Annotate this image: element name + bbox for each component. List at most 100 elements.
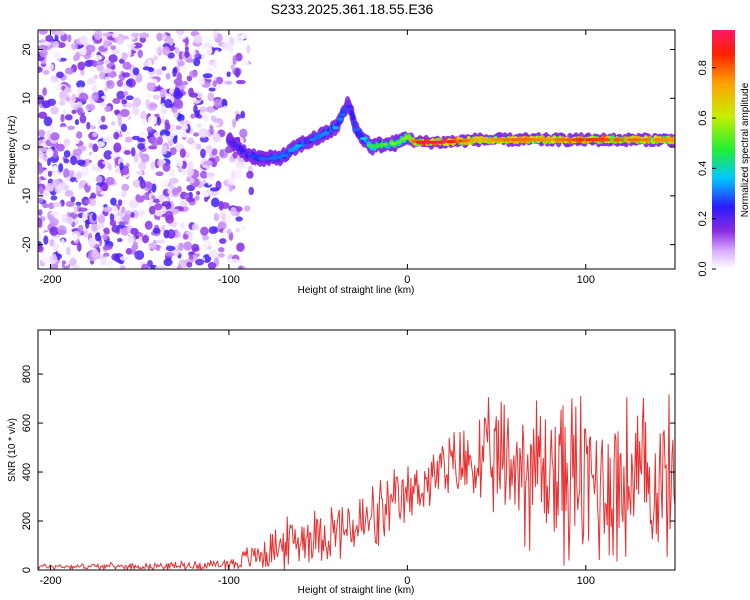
snr-x-tick-label: 100 [577, 575, 595, 587]
spectrogram-ridge-peak [322, 131, 330, 135]
spectrogram-noise-blob [110, 45, 117, 50]
spectrogram-noise-blob [81, 166, 89, 177]
spectrogram-noise-blob [54, 51, 62, 62]
spectrogram-noise-blob [94, 232, 102, 242]
spectrogram-noise-blob [237, 118, 247, 126]
spectrogram-noise-blob [207, 177, 212, 186]
spectrogram-noise-blob [140, 153, 150, 163]
spectrogram-noise-blob [117, 238, 123, 243]
spectrogram-noise-blob [236, 242, 245, 252]
spectrogram-noise-blob [147, 59, 152, 68]
spectrogram-noise-blob [116, 79, 124, 87]
spectrogram-noise-blob [203, 160, 213, 166]
spectrogram-noise-blob [213, 30, 218, 39]
spectrogram-noise-blob [113, 240, 119, 249]
spectrogram-noise-blob [38, 217, 43, 228]
colorbar-tick-label: 0.6 [697, 110, 709, 125]
spectrogram-noise-blob [132, 179, 141, 188]
spectrogram-noise-blob [42, 203, 49, 209]
spectrogram-noise-blob [72, 233, 78, 242]
spectrogram-noise-blob [177, 60, 185, 67]
spectrogram-noise-blob [222, 105, 229, 115]
spectrogram-ridge-peak [642, 138, 650, 142]
spectrogram-noise-blob [48, 89, 57, 98]
spectrogram-noise-blob [161, 144, 168, 155]
spectrogram-noise-blob [177, 263, 182, 269]
spectrogram-noise-blob [139, 32, 150, 39]
spectrogram-noise-blob [83, 228, 88, 239]
spectrogram-noise-blob [96, 141, 105, 148]
spectrogram-noise-blob [65, 105, 74, 115]
spectrogram-noise-blob [240, 110, 246, 120]
spectrogram-noise-blob [38, 146, 48, 153]
spectrogram-noise-blob [173, 99, 184, 110]
spectrogram-noise-blob [228, 43, 234, 54]
spectrogram-noise-blob [56, 246, 67, 255]
spectrogram-noise-blob [77, 61, 86, 71]
spectrogram-ridge-peak [564, 138, 572, 142]
spectrogram-noise-blob [38, 111, 48, 119]
spectrogram-noise-blob [52, 253, 57, 260]
spectrogram-noise-blob [150, 161, 155, 171]
spectrogram-noise-blob [240, 33, 250, 40]
spectrogram-noise-blob [192, 77, 201, 86]
spectrogram-noise-blob [39, 48, 48, 58]
spectrogram-noise-blob [148, 205, 156, 215]
spectrogram-noise-blob [110, 153, 117, 158]
spectrogram-noise-blob [246, 44, 251, 54]
spectrogram-noise-blob [63, 150, 71, 158]
spectrogram-noise-blob [57, 225, 67, 235]
spectrogram-noise-blob [156, 32, 163, 42]
spectrogram-noise-blob [203, 195, 209, 203]
spectrogram-noise-blob [200, 226, 209, 236]
spectrogram-noise-blob [121, 183, 130, 192]
spectrogram-noise-blob [114, 252, 124, 263]
spectrogram-ridge-peak [503, 138, 511, 142]
spectrogram-x-tick-label: -200 [39, 274, 61, 286]
spectrogram-noise-blob [43, 69, 50, 75]
spectrogram-noise-blob [111, 49, 120, 55]
spectrogram-noise-blob [224, 80, 233, 85]
spectrogram-noise-blob [184, 50, 190, 58]
spectrogram-noise-blob [119, 256, 129, 261]
spectrogram-noise-blob [166, 229, 176, 239]
spectrogram-noise-blob [38, 44, 48, 50]
spectrogram-noise-blob [214, 155, 220, 163]
spectrogram-noise-blob [70, 43, 78, 50]
spectrogram-noise-blob [61, 260, 66, 265]
spectrogram-noise-blob [239, 128, 248, 139]
spectrogram-noise-blob [74, 119, 80, 126]
spectrogram-noise-blob [161, 66, 167, 71]
spectrogram-noise-blob [214, 49, 220, 58]
spectrogram-noise-blob [52, 40, 60, 48]
spectrogram-x-tick-label: -100 [218, 274, 240, 286]
spectrogram-noise-blob [105, 176, 115, 185]
spectrogram-noise-blob [232, 54, 237, 65]
spectrogram-noise-blob [45, 148, 54, 158]
spectrogram-noise-blob [232, 118, 237, 128]
spectrogram-noise-blob [52, 201, 62, 208]
spectrogram-noise-blob [137, 143, 146, 150]
spectrogram-ridge-peak [341, 108, 349, 112]
colorbar-tick-label: 0.8 [697, 60, 709, 75]
spectrogram-noise-blob [58, 100, 66, 106]
spectrogram-noise-blob [38, 165, 44, 175]
spectrogram-noise-blob [140, 119, 148, 126]
spectrogram-noise-blob [88, 142, 94, 148]
spectrogram-noise-blob [199, 170, 208, 179]
spectrogram-noise-blob [182, 233, 189, 240]
spectrogram-noise-blob [191, 243, 200, 252]
spectrogram-noise-blob [122, 39, 132, 46]
spectrogram-noise-blob [87, 237, 96, 248]
spectrogram-noise-blob [132, 67, 140, 76]
spectrogram-noise-blob [186, 261, 193, 268]
spectrogram-noise-blob [79, 114, 87, 124]
spectrogram-noise-blob [205, 172, 216, 177]
spectrogram-noise-blob [66, 216, 74, 225]
spectrogram-noise-blob [124, 136, 133, 143]
spectrogram-ridge-peak [438, 140, 446, 144]
spectrogram-noise-blob [148, 78, 158, 83]
spectrogram-ridge-peak [603, 138, 611, 142]
spectrogram-noise-blob [211, 148, 218, 156]
spectrogram-noise-blob [111, 224, 120, 233]
